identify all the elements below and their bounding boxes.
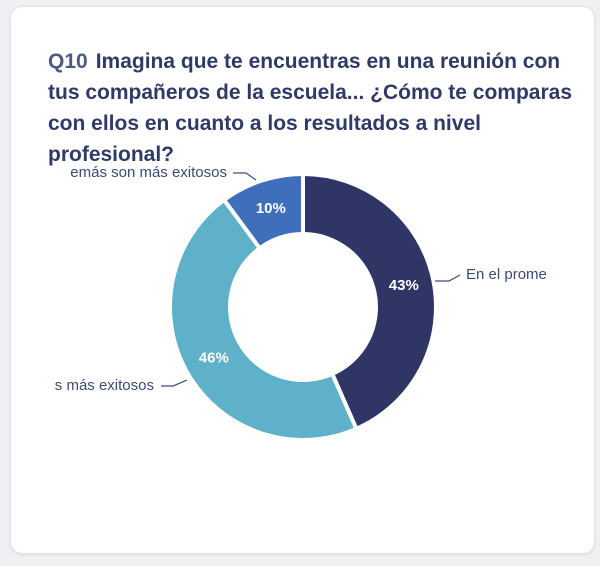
slice-percent-label: 43% [389, 277, 419, 294]
donut-chart: 43% En el prome 46% s más exitosos 10% emás s… [55, 164, 547, 442]
slice-category-label: emás son más exitosos [70, 164, 227, 181]
question-number: Q10 [48, 50, 88, 73]
donut-slice[interactable] [168, 197, 359, 442]
slice-category-label: s más exitosos [55, 377, 154, 394]
question-heading: Q10 Imagina que te encuentras en una reun… [48, 46, 578, 170]
slice-percent-label: 10% [256, 200, 286, 217]
leader-line [233, 172, 257, 181]
donut-slice[interactable] [221, 171, 305, 252]
question-card: Q10 Imagina que te encuentras en una reun… [10, 6, 595, 554]
donut-slice[interactable] [301, 171, 438, 432]
slice-category-label: En el prome [466, 266, 547, 283]
slice-percent-label: 46% [199, 349, 229, 366]
question-text: Imagina que te encuentras en una reunión… [48, 50, 573, 166]
leader-line [435, 274, 461, 282]
leader-line [161, 379, 188, 387]
